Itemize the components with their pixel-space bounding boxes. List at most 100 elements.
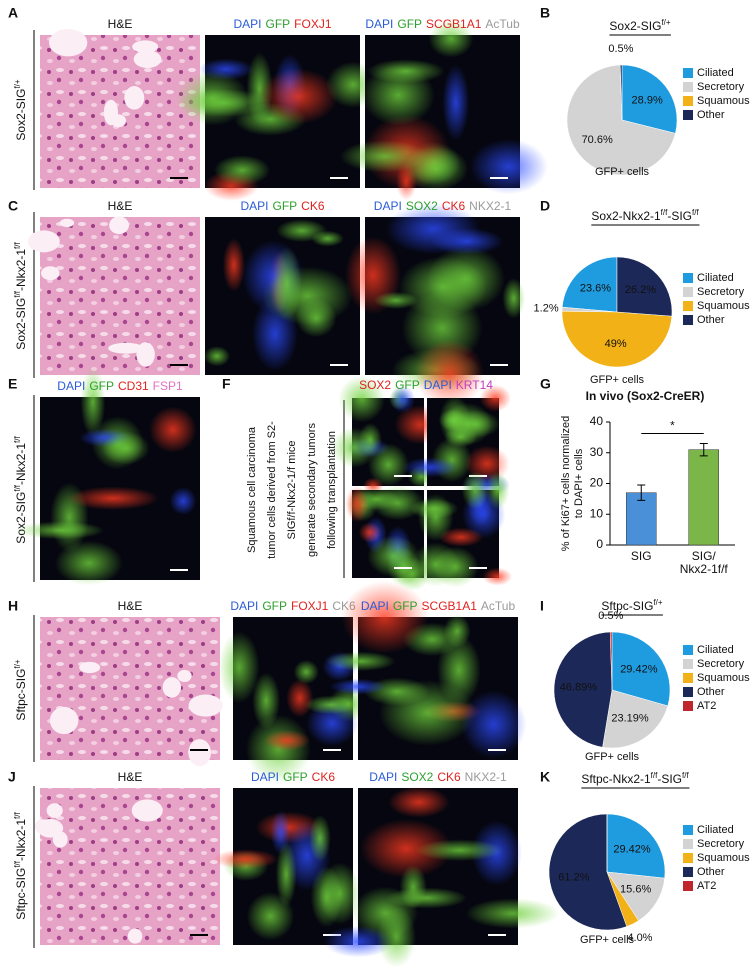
stain-signal [80, 366, 106, 438]
stain-word: GFP [273, 199, 298, 213]
error-bar [637, 484, 646, 501]
stain-label: DAPI SOX2 CK6 NKX2-1 [374, 199, 512, 213]
f-caption-line: generate secondary tumors [306, 423, 318, 557]
value-label: 29.42% [613, 843, 651, 855]
legend-swatch [683, 839, 693, 849]
stain-signal [398, 256, 488, 318]
stain-signal [304, 695, 357, 715]
micrograph [218, 617, 369, 784]
stain-word: H&E [118, 599, 143, 613]
tissue-space [188, 739, 211, 767]
legend-label: Ciliated [697, 272, 734, 284]
tissue-space [108, 342, 144, 354]
stain-label: H&E [118, 770, 143, 784]
stain-signal [376, 906, 417, 968]
y-tick-label: 0 [596, 537, 603, 551]
text-part: f/f [651, 771, 658, 780]
legend-swatch [683, 82, 693, 92]
stain-word: SOX2 [406, 199, 438, 213]
pie-slice [602, 689, 669, 749]
stain-signal [16, 521, 105, 540]
text-part: f/+ [13, 79, 22, 88]
legend-swatch [683, 301, 693, 311]
legend-label: Squamous [697, 672, 750, 684]
error-bar [699, 443, 708, 457]
stain-word: CK6 [301, 199, 325, 213]
legend-swatch [683, 110, 693, 120]
stain-signal [203, 346, 231, 367]
legend-swatch [683, 96, 693, 106]
micrograph [402, 384, 512, 497]
stain-label: DAPI GFP SCGB1A1 AcTub [365, 17, 520, 31]
text-part: Sftpc-Nkx2-1 [581, 772, 651, 786]
stain-signal [175, 70, 249, 126]
stain-word: FOXJ1 [291, 599, 329, 613]
panel-letter: H [8, 598, 18, 614]
pie-slice [609, 631, 613, 691]
legend-label: Ciliated [697, 644, 734, 656]
legend-swatch [683, 701, 693, 711]
text-part: f/f [661, 208, 668, 217]
stain-signal [438, 409, 468, 431]
stain-signal [358, 522, 382, 543]
stain-signal [402, 457, 458, 478]
stain-word: GFP [393, 599, 418, 613]
panel-letter: E [8, 376, 17, 392]
chart-title: Sftpc-SIGf/+ [601, 598, 662, 614]
tissue-space [103, 99, 119, 126]
legend-label: AT2 [697, 880, 716, 892]
value-label: 28.9% [632, 94, 663, 106]
stain-signal [212, 849, 279, 870]
text-part: f/+ [13, 659, 22, 668]
panel-letter: K [540, 769, 550, 785]
stain-word: GFP [262, 599, 287, 613]
text-part: Sftpc-SIG [14, 669, 28, 721]
y-tick-label: 30 [590, 445, 604, 459]
legend-label: Other [697, 686, 725, 698]
value-label: 70.6% [582, 134, 613, 146]
tissue-space [162, 677, 182, 698]
tissue-space [188, 694, 223, 717]
legend-swatch [683, 645, 693, 655]
stain-signal [218, 631, 260, 704]
chart-footer: GFP+ cells [595, 166, 650, 178]
panel-letter: C [8, 198, 18, 214]
text-part: -SIG [657, 772, 682, 786]
x-tick-label: SIG/Nkx2-1f/f [680, 549, 729, 576]
stain-signal [417, 493, 454, 542]
text-part: Sox2-SIG [609, 19, 661, 33]
text-part: Sox2-Nkx2-1 [591, 209, 661, 223]
legend-swatch [683, 853, 693, 863]
row-label: Sox2-SIGf/+ [13, 79, 29, 140]
bar [688, 449, 719, 546]
stain-signal [102, 431, 150, 465]
row-label: Sftpc-SIGf/+ [13, 659, 29, 720]
stain-label: H&E [118, 599, 143, 613]
text-part: -Nkx2-1 [14, 249, 28, 291]
pie-slice [606, 813, 666, 879]
stain-signal [482, 567, 513, 586]
text-part: f/f [682, 771, 689, 780]
stain-word: DAPI [361, 599, 389, 613]
tissue-space [46, 803, 63, 818]
tissue-space [109, 216, 129, 235]
stain-label: DAPI GFP FOXJ1 [233, 17, 331, 31]
stain-signal [479, 384, 512, 412]
micrograph [34, 788, 220, 945]
stain-word: GFP [89, 379, 114, 393]
stain-signal [149, 406, 197, 453]
stain-word: DAPI [230, 599, 258, 613]
legend-swatch [683, 273, 693, 283]
value-label: 26.2% [625, 284, 656, 296]
f-caption-line: SIGf/f-Nkx2-1/f mice [286, 440, 298, 539]
stain-label: H&E [108, 199, 133, 213]
text-part: f/f [13, 812, 22, 819]
panel-letter: J [8, 769, 16, 785]
chart-footer: GFP+ cells [590, 374, 645, 386]
stain-signal [262, 266, 353, 326]
stain-signal [443, 426, 478, 448]
y-tick-label: 40 [590, 414, 604, 428]
stain-word: KRT14 [456, 378, 493, 392]
stain-signal [222, 238, 246, 293]
